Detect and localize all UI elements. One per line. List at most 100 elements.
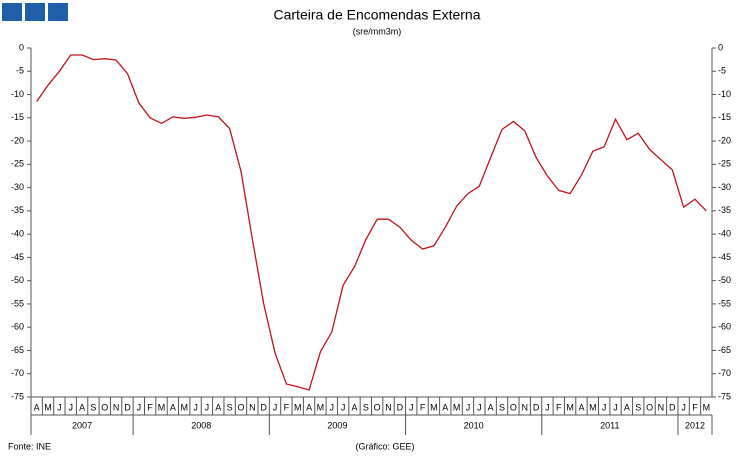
x-tick-label: N [658,402,665,412]
year-label: 2011 [600,420,619,430]
x-tick-label: J [205,402,210,412]
x-tick-label: N [113,402,120,412]
x-tick-label: S [363,402,369,412]
x-tick-label: M [430,402,438,412]
x-tick-label: O [237,402,244,412]
y-tick-label: 0 [19,42,24,52]
x-tick-label: A [79,402,85,412]
x-tick-label: O [101,402,108,412]
x-tick-label: D [397,402,404,412]
year-label: 2007 [72,420,92,430]
y-tick-label: -30 [11,182,24,192]
x-tick-label: M [317,402,325,412]
y2-tick-label: -40 [718,229,731,239]
x-tick-label: O [374,402,381,412]
y2-tick-label: -5 [718,66,726,76]
x-tick-label: J [466,402,471,412]
x-tick-label: M [453,402,461,412]
x-tick-label: N [249,402,256,412]
y-tick-label: -60 [11,322,24,332]
x-tick-label: F [556,402,562,412]
x-tick-label: S [227,402,233,412]
x-tick-label: J [57,402,62,412]
x-tick-label: M [44,402,52,412]
x-tick-label: D [124,402,131,412]
x-tick-label: M [566,402,574,412]
x-tick-label: A [578,402,584,412]
y-tick-label: -35 [11,205,24,215]
x-tick-label: A [34,402,40,412]
x-tick-label: J [330,402,335,412]
x-tick-label: D [260,402,267,412]
x-tick-label: N [385,402,392,412]
y-tick-label: -75 [11,391,24,401]
year-label: 2012 [685,420,705,430]
y2-tick-label: 0 [718,42,723,52]
x-tick-label: A [442,402,448,412]
y-tick-label: -10 [11,89,24,99]
x-tick-label: M [703,402,711,412]
x-tick-label: D [669,402,676,412]
x-tick-label: A [624,402,630,412]
x-tick-label: A [170,402,176,412]
y2-tick-label: -75 [718,391,731,401]
y2-tick-label: -70 [718,368,731,378]
x-tick-label: S [635,402,641,412]
logo-square [2,3,22,21]
x-tick-label: J [273,402,278,412]
year-label: 2009 [327,420,347,430]
x-tick-label: J [137,402,142,412]
x-tick-label: S [499,402,505,412]
y-tick-label: -20 [11,135,24,145]
data-line [36,54,707,391]
y2-tick-label: -15 [718,112,731,122]
y2-tick-label: -10 [718,89,731,99]
y2-tick-label: -20 [718,135,731,145]
x-tick-label: M [158,402,166,412]
y2-tick-label: -35 [718,205,731,215]
x-tick-label: D [533,402,540,412]
x-tick-label: J [193,402,198,412]
x-tick-label: O [510,402,517,412]
x-tick-label: J [681,402,686,412]
x-tick-label: S [90,402,96,412]
source: Fonte: INE [8,441,51,451]
y-tick-label: -50 [11,275,24,285]
y-tick-label: -45 [11,252,24,262]
x-tick-label: F [692,402,698,412]
x-tick-label: J [409,402,414,412]
y-tick-label: -5 [16,66,24,76]
credit: (Gráfico: GEE) [355,441,414,451]
y2-tick-label: -55 [718,298,731,308]
y-tick-label: -25 [11,159,24,169]
x-tick-label: F [284,402,290,412]
x-tick-label: A [351,402,357,412]
x-tick-label: O [646,402,653,412]
x-tick-label: N [521,402,528,412]
x-tick-label: J [613,402,618,412]
y2-tick-label: -65 [718,345,731,355]
x-tick-label: A [306,402,312,412]
x-tick-label: M [589,402,597,412]
y2-tick-label: -45 [718,252,731,262]
y-tick-label: -15 [11,112,24,122]
year-label: 2008 [191,420,211,430]
chart-subtitle: (sre/mm3m) [353,26,402,36]
y-tick-label: -65 [11,345,24,355]
x-tick-label: F [420,402,426,412]
y2-tick-label: -30 [718,182,731,192]
x-tick-label: J [477,402,482,412]
year-label: 2010 [464,420,484,430]
x-tick-label: F [147,402,153,412]
y2-tick-label: -60 [718,322,731,332]
x-tick-label: M [294,402,302,412]
logo-square [48,3,68,21]
x-tick-label: J [602,402,607,412]
x-tick-label: A [215,402,221,412]
y-tick-label: -70 [11,368,24,378]
y2-tick-label: -50 [718,275,731,285]
x-tick-label: J [68,402,73,412]
chart-title: Carteira de Encomendas Externa [274,7,481,23]
y-tick-label: -40 [11,229,24,239]
